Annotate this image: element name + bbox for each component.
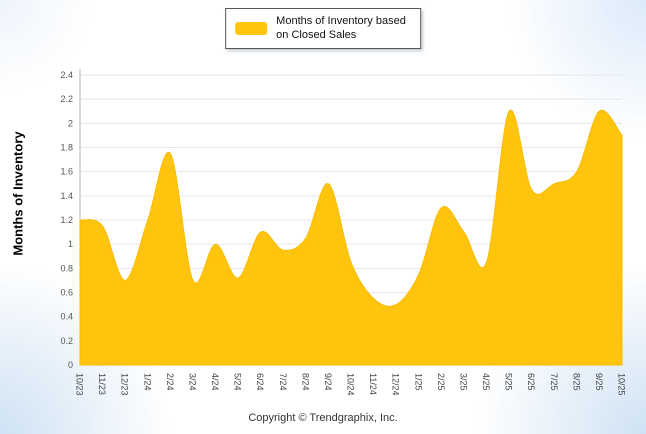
y-tick-label: 1.8 (60, 143, 73, 153)
x-tick-label: 5/25 (504, 373, 514, 391)
x-tick-label: 9/24 (323, 373, 333, 391)
y-tick-label: 2.2 (60, 94, 73, 104)
x-tick-label: 10/24 (346, 373, 356, 396)
y-tick-label: 0.2 (60, 336, 73, 346)
x-tick-label: 6/25 (526, 373, 536, 391)
x-tick-label: 12/23 (120, 373, 130, 396)
y-tick-label: 1.2 (60, 215, 73, 225)
x-tick-label: 11/23 (97, 373, 107, 395)
y-tick-label: 1 (68, 239, 73, 249)
x-tick-label: 1/25 (413, 373, 423, 391)
legend-series-swatch (235, 21, 268, 35)
legend-label: Months of Inventory based on Closed Sale… (276, 14, 406, 43)
y-tick-label: 0.6 (60, 288, 73, 298)
x-tick-label: 10/25 (617, 373, 627, 396)
y-tick-label: 0 (68, 360, 73, 370)
y-tick-label: 0.4 (60, 312, 73, 322)
x-tick-label: 4/25 (481, 373, 491, 391)
y-tick-label: 2 (68, 118, 73, 128)
x-tick-label: 8/24 (300, 373, 310, 391)
x-tick-label: 1/24 (142, 373, 152, 391)
x-tick-label: 9/25 (594, 373, 604, 391)
x-tick-label: 3/24 (187, 373, 197, 391)
x-tick-label: 3/25 (458, 373, 468, 391)
x-tick-label: 2/24 (165, 373, 175, 391)
x-tick-label: 5/24 (233, 373, 243, 391)
y-tick-label: 1.4 (60, 191, 73, 201)
x-tick-label: 10/23 (75, 373, 85, 396)
x-tick-label: 7/24 (278, 373, 288, 391)
x-tick-label: 8/25 (571, 373, 581, 391)
legend-label-line1: Months of Inventory based (276, 15, 406, 27)
x-tick-label: 12/24 (391, 373, 401, 396)
x-tick-label: 7/25 (549, 373, 559, 391)
area-series (79, 109, 623, 366)
inventory-area-chart: 0 0.2 0.4 0.6 0.8 1 1.2 1.4 1.6 1.8 2 2.2 2.4 10/23 11… (60, 69, 627, 396)
chart-legend: Months of Inventory based on Closed Sale… (225, 8, 421, 49)
y-tick-label: 1.6 (60, 167, 73, 177)
x-tick-label: 6/24 (255, 373, 265, 391)
y-tick-label: 0.8 (60, 263, 73, 273)
x-tick-label: 4/24 (210, 373, 220, 391)
copyright-text: Copyright © Trendgraphix, Inc. (248, 412, 398, 424)
y-tick-label: 2.4 (60, 70, 73, 80)
x-tick-label: 11/24 (368, 373, 378, 395)
x-tick-label: 2/25 (436, 373, 446, 391)
legend-label-line2: on Closed Sales (276, 29, 357, 42)
